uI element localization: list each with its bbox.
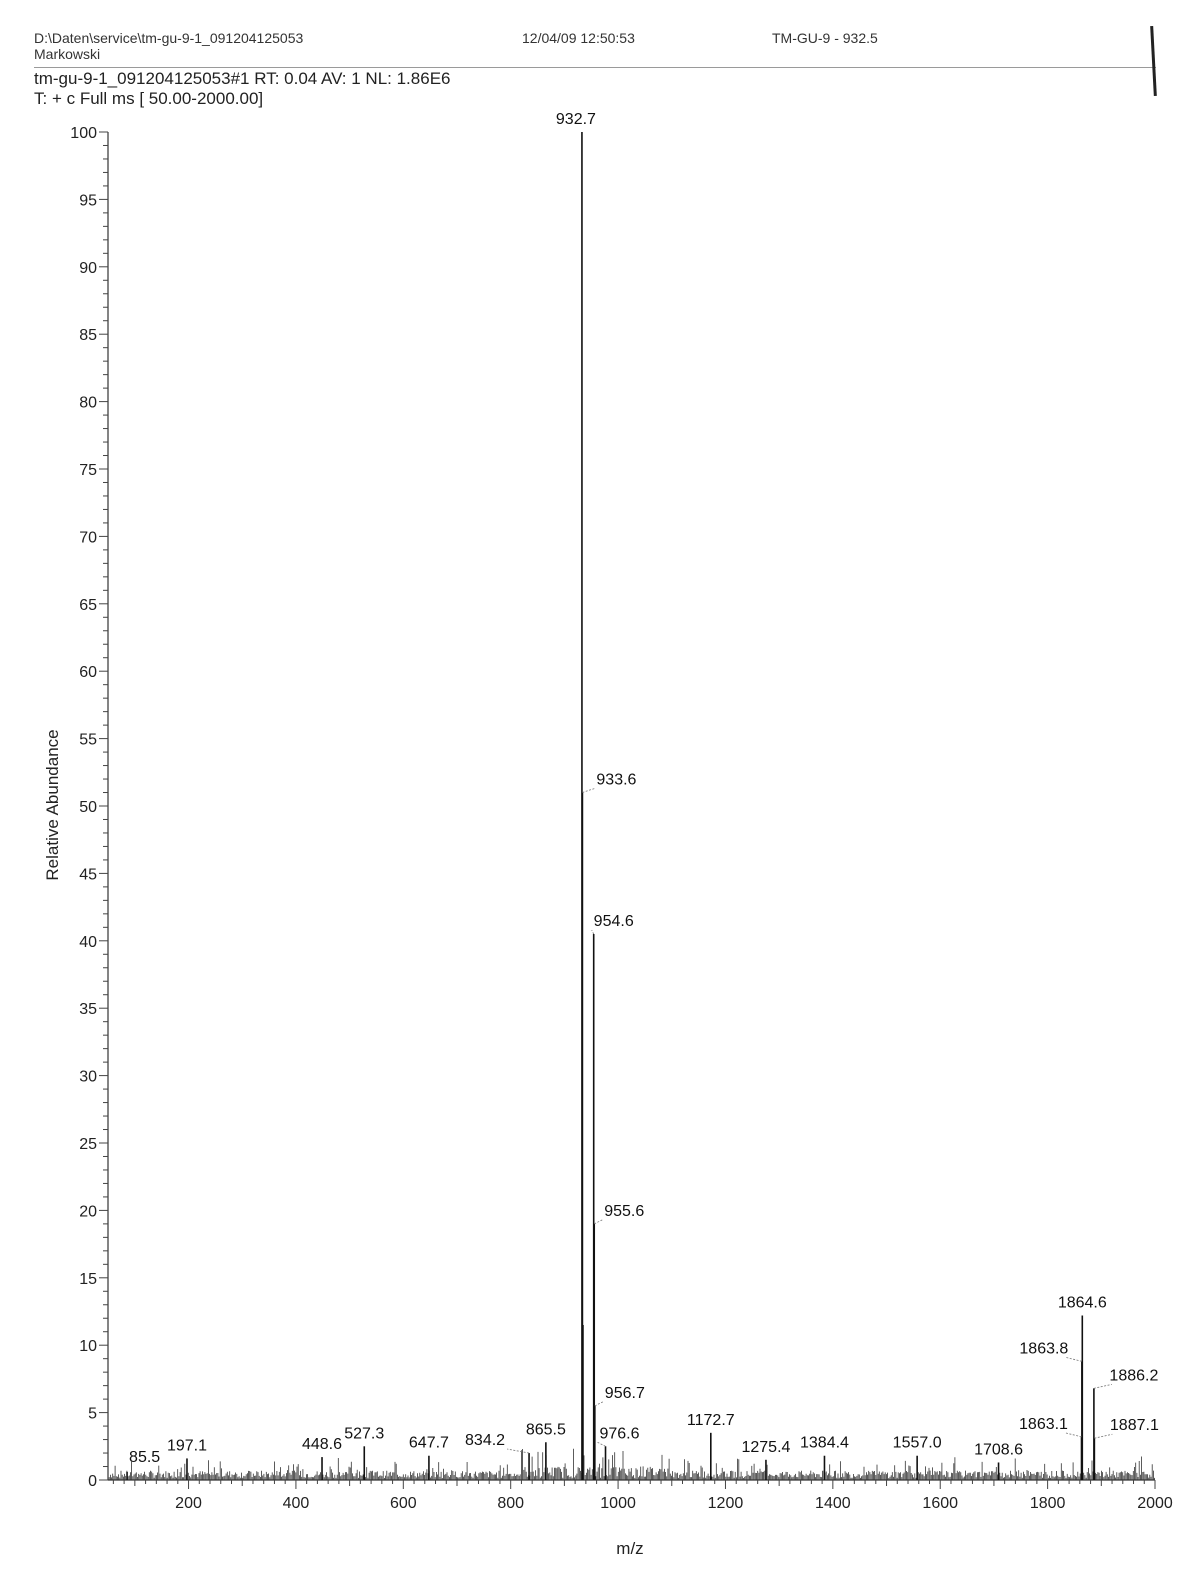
peak-label: 197.1 [167, 1437, 207, 1454]
peak-label-leader [597, 1441, 606, 1447]
peak-label: 1384.4 [800, 1435, 849, 1452]
operator-name: Markowski [34, 46, 101, 62]
x-tick-label: 1200 [708, 1495, 744, 1512]
y-tick-label: 30 [79, 1069, 97, 1086]
peak-label: 1864.6 [1058, 1295, 1107, 1312]
y-axis-ticks: 0 5 10 15 20 25 30 35 40 45 50 55 60 65 70 75 80 85 90 95 10… [70, 125, 108, 1490]
y-tick-label: 60 [79, 664, 97, 681]
y-tick-label: 65 [79, 597, 97, 614]
peak-label: 1887.1 [1110, 1417, 1159, 1434]
peak-label-leader [1093, 1383, 1112, 1389]
y-tick-label: 35 [79, 1001, 97, 1018]
peak-label: 1863.1 [1019, 1416, 1068, 1433]
y-tick-label: 80 [79, 395, 97, 412]
y-tick-label: 95 [79, 192, 97, 209]
peak-label: 834.2 [465, 1432, 505, 1449]
x-tick-label: 1800 [1030, 1495, 1066, 1512]
peak-label-leader [506, 1448, 530, 1454]
y-tick-label: 85 [79, 327, 97, 344]
peak-label: 1886.2 [1109, 1367, 1158, 1384]
y-tick-label: 45 [79, 866, 97, 883]
header-divider [34, 67, 1156, 68]
peak-label: 85.5 [129, 1449, 160, 1466]
peak-label: 955.6 [604, 1203, 644, 1220]
peak-label: 956.7 [605, 1385, 645, 1402]
peak-label: 932.7 [556, 111, 596, 128]
x-tick-label: 1400 [815, 1495, 851, 1512]
file-path: D:\Daten\service\tm-gu-9-1_091204125053 [34, 30, 304, 46]
peak-label: 647.7 [409, 1435, 449, 1452]
scan-filter: T: + c Full ms [ 50.00-2000.00] [34, 89, 264, 108]
x-tick-label: 1600 [922, 1495, 958, 1512]
y-tick-label: 90 [79, 260, 97, 277]
y-tick-label: 20 [79, 1203, 97, 1220]
x-tick-label: 200 [175, 1495, 202, 1512]
peak-label: 448.6 [302, 1436, 342, 1453]
y-tick-label: 10 [79, 1338, 97, 1355]
peak-label: 1863.8 [1019, 1340, 1068, 1357]
x-tick-label: 1000 [600, 1495, 636, 1512]
y-axis-title: Relative Abundance [43, 729, 62, 880]
y-tick-label: 55 [79, 732, 97, 749]
y-tick-label: 25 [79, 1136, 97, 1153]
peak-label: 1275.4 [741, 1439, 790, 1456]
peak-label-leader [591, 929, 595, 935]
peak-label-leader [1065, 1356, 1082, 1362]
peak-label: 976.6 [599, 1425, 639, 1442]
x-tick-label: 2000 [1137, 1495, 1173, 1512]
peak-label-leader [582, 788, 595, 793]
y-tick-label: 0 [88, 1473, 97, 1490]
peak-label-leader [1065, 1432, 1082, 1438]
y-tick-label: 15 [79, 1271, 97, 1288]
chart-axes: 0 5 10 15 20 25 30 35 40 45 50 55 60 65 70 75 80 85 90 95 10… [70, 125, 1173, 1512]
peak-label-leader [594, 1401, 604, 1407]
peak-label: 527.3 [344, 1425, 384, 1442]
peak-label: 865.5 [526, 1421, 566, 1438]
peak-label-leader [1094, 1433, 1113, 1439]
peak-label-leader [594, 1219, 603, 1225]
x-tick-label: 600 [390, 1495, 417, 1512]
x-axis-title: m/z [616, 1539, 643, 1558]
sample-name: TM-GU-9 - 932.5 [772, 30, 878, 46]
y-tick-label: 70 [79, 529, 97, 546]
peak-label: 933.6 [596, 772, 636, 789]
peak-label: 1708.6 [974, 1441, 1023, 1458]
x-tick-label: 400 [283, 1495, 310, 1512]
y-tick-label: 100 [70, 125, 97, 142]
peak-label: 1172.7 [687, 1412, 735, 1429]
scan-info: tm-gu-9-1_091204125053#1 RT: 0.04 AV: 1 … [34, 69, 451, 88]
y-tick-label: 40 [79, 934, 97, 951]
peak-label: 1557.0 [893, 1435, 942, 1452]
x-tick-label: 800 [497, 1495, 524, 1512]
y-tick-label: 75 [79, 462, 97, 479]
y-tick-label: 5 [88, 1406, 97, 1423]
acquisition-datetime: 12/04/09 12:50:53 [522, 30, 635, 46]
y-tick-label: 50 [79, 799, 97, 816]
peak-label: 954.6 [594, 913, 634, 930]
x-axis-ticks: 200 400 600 800 1000 1200 1400 1600 1800 2000 [112, 1480, 1173, 1512]
spectrum-peaks [126, 132, 1096, 1480]
